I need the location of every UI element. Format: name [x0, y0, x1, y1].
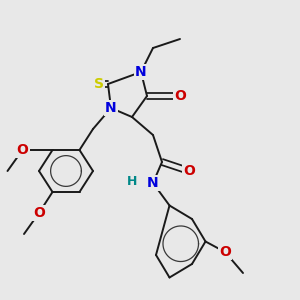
Text: O: O	[174, 89, 186, 103]
Text: H: H	[127, 175, 137, 188]
Text: N: N	[105, 101, 117, 115]
Text: O: O	[33, 206, 45, 220]
Text: O: O	[219, 245, 231, 259]
Text: S: S	[94, 77, 104, 91]
Text: O: O	[183, 164, 195, 178]
Text: O: O	[16, 143, 28, 157]
Text: N: N	[147, 176, 159, 190]
Text: N: N	[135, 65, 147, 79]
